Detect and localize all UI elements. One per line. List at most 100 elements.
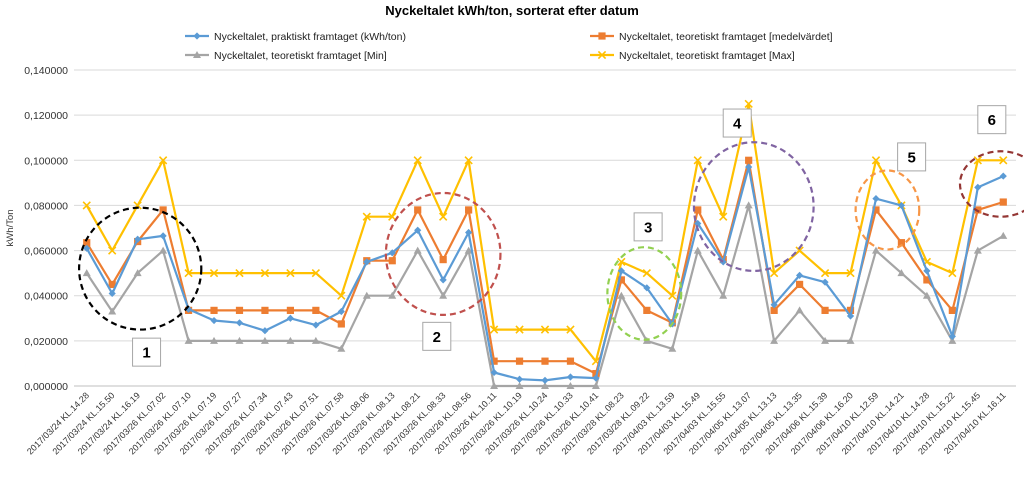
- data-point: [490, 357, 498, 365]
- legend-label: Nyckeltalet, teoretiskt framtaget [Max]: [619, 50, 795, 62]
- legend-entry: Nyckeltalet, teoretiskt framtaget [Min]: [185, 50, 387, 62]
- data-point: [464, 246, 473, 254]
- data-point: [312, 306, 320, 314]
- legend-label: Nyckeltalet, praktiskt framtaget (kWh/to…: [214, 31, 406, 43]
- annotation-ellipse: [77, 206, 203, 331]
- data-point: [694, 219, 702, 228]
- data-point: [821, 278, 829, 286]
- data-point: [693, 246, 702, 254]
- data-point: [617, 276, 625, 284]
- y-tick-label: 0,100000: [24, 155, 68, 167]
- annotation-ellipse: [692, 141, 815, 272]
- chart-title: Nyckeltalet kWh/ton, sorterat efter datu…: [385, 3, 639, 18]
- data-point: [158, 156, 168, 165]
- data-point: [260, 336, 269, 344]
- data-point: [694, 206, 702, 214]
- data-point: [413, 156, 422, 165]
- data-point: [388, 212, 397, 221]
- data-point: [846, 312, 855, 320]
- annotation-6: 6: [958, 105, 1024, 218]
- annotation-ellipse: [384, 191, 502, 316]
- data-point: [598, 32, 606, 40]
- data-point: [312, 321, 320, 329]
- data-point: [388, 249, 396, 257]
- data-point: [872, 206, 880, 214]
- gridlines: [74, 69, 1016, 387]
- data-point: [210, 336, 219, 344]
- data-point: [897, 201, 906, 210]
- data-point: [541, 382, 549, 389]
- data-point: [108, 280, 116, 289]
- y-tick-label: 0,000000: [24, 381, 68, 393]
- data-point: [846, 306, 855, 314]
- legend-entry: Nyckeltalet, teoretiskt framtaget [medel…: [590, 31, 833, 43]
- data-point: [999, 156, 1008, 165]
- data-point: [795, 246, 804, 255]
- annotation-label: 5: [907, 149, 915, 166]
- data-point: [973, 246, 982, 254]
- annotation-box: [132, 337, 162, 367]
- data-point: [795, 306, 804, 314]
- data-point: [159, 232, 167, 240]
- data-point: [337, 320, 345, 328]
- data-point: [464, 156, 473, 165]
- data-point: [617, 257, 626, 267]
- data-point: [159, 246, 168, 254]
- data-point: [235, 319, 244, 327]
- data-point: [108, 307, 117, 315]
- data-point: [108, 289, 116, 298]
- annotation-label: 3: [644, 219, 652, 236]
- data-point: [210, 316, 218, 325]
- annotations-layer: 1 2 3 4 5 6: [77, 105, 1024, 367]
- data-point: [795, 271, 804, 279]
- data-point: [235, 268, 244, 278]
- data-point: [83, 244, 91, 252]
- data-point: [337, 307, 345, 316]
- data-point: [83, 239, 91, 247]
- data-point: [515, 375, 524, 383]
- data-point: [744, 201, 753, 209]
- annotation-box: [977, 105, 1007, 135]
- data-point: [719, 291, 728, 299]
- data-point: [617, 291, 626, 299]
- data-point: [643, 284, 651, 292]
- data-point: [948, 306, 956, 314]
- data-point: [363, 258, 371, 266]
- data-point: [719, 258, 727, 266]
- data-point: [286, 306, 295, 314]
- data-point: [846, 336, 855, 344]
- data-point: [286, 336, 295, 344]
- data-point: [795, 280, 804, 289]
- data-point: [311, 336, 320, 344]
- data-point: [566, 325, 575, 334]
- legend-label: Nyckeltalet, teoretiskt framtaget [Min]: [214, 50, 387, 62]
- series-1: [83, 163, 1007, 384]
- data-point: [439, 276, 447, 284]
- data-point: [745, 163, 753, 171]
- data-point: [465, 228, 473, 237]
- data-point: [413, 246, 422, 254]
- annotation-ellipse: [958, 150, 1024, 218]
- annotation-label: 6: [988, 112, 996, 129]
- data-point: [108, 246, 117, 255]
- series-3: [82, 201, 1008, 389]
- data-point: [414, 226, 422, 234]
- data-point: [897, 269, 906, 277]
- data-point: [948, 268, 957, 278]
- y-tick-label: 0,020000: [24, 336, 68, 348]
- data-point: [668, 344, 677, 352]
- data-point: [592, 374, 600, 382]
- data-point: [642, 268, 652, 278]
- data-point: [209, 268, 219, 278]
- annotation-box: [633, 212, 663, 242]
- legend-entry: Nyckeltalet, teoretiskt framtaget [Max]: [590, 50, 795, 62]
- data-point: [490, 368, 498, 377]
- data-point: [133, 269, 142, 277]
- y-axis-label: kWh/Ton: [5, 210, 16, 247]
- data-point: [668, 291, 677, 300]
- data-point: [286, 268, 295, 278]
- data-point: [515, 382, 524, 389]
- data-point: [515, 357, 524, 365]
- data-point: [311, 268, 321, 278]
